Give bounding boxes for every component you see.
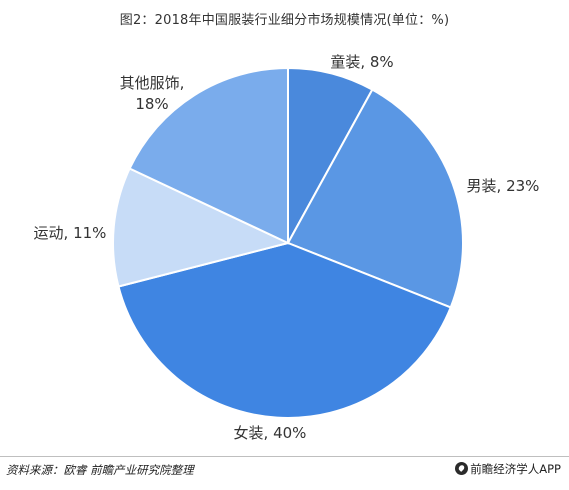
brand-logo-icon xyxy=(455,462,469,475)
pie-slice-2 xyxy=(286,88,464,309)
pie-slice-5 xyxy=(128,66,289,245)
footer-divider xyxy=(0,456,569,457)
pie-slice-3 xyxy=(117,241,453,419)
slice-label-4: 运动, 11% xyxy=(34,224,107,242)
brand-credit: 前瞻经济学人APP xyxy=(455,461,561,477)
slice-label-3: 女装, 40% xyxy=(234,424,307,442)
pie-slice-4 xyxy=(112,167,291,288)
slice-label-1: 童装, 8% xyxy=(330,53,393,71)
chart-title: 图2：2018年中国服装行业细分市场规模情况(单位：%) xyxy=(119,13,450,28)
slice-label-5-value: 18% xyxy=(135,95,168,113)
pie-slices xyxy=(112,66,464,419)
slice-labels: 童装, 8% 男装, 23% 女装, 40% 运动, 11% 其他服饰, 18% xyxy=(34,53,540,442)
slice-label-5: 其他服饰, xyxy=(120,74,185,92)
slice-label-2: 男装, 23% xyxy=(467,177,540,195)
brand-name: 前瞻经济学人APP xyxy=(470,462,561,476)
source-note: 资料来源：欧睿 前瞻产业研究院整理 xyxy=(6,463,194,477)
pie-chart: 童装, 8% 男装, 23% 女装, 40% 运动, 11% 其他服饰, 18% xyxy=(34,53,540,442)
